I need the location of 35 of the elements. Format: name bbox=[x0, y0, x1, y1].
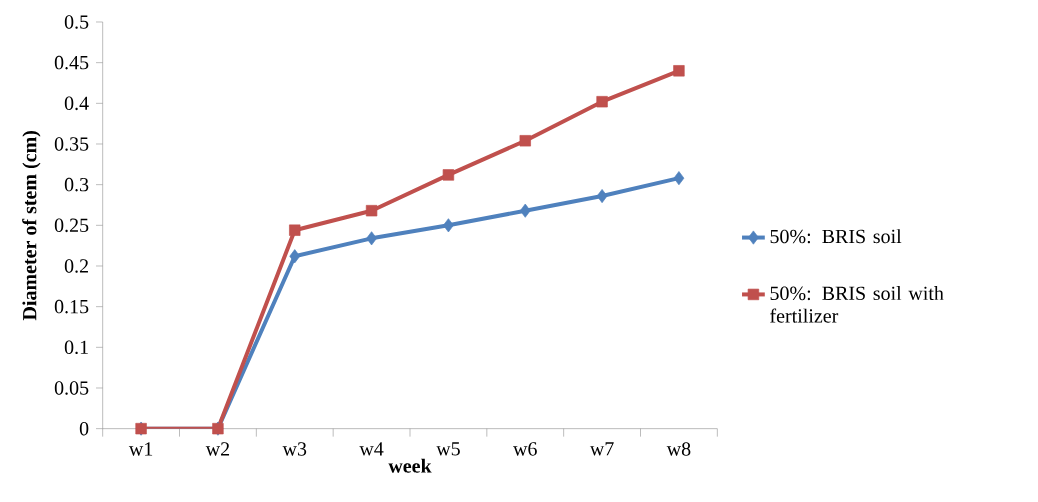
point bbox=[366, 231, 377, 246]
y-tick-label: 0.25 bbox=[54, 218, 89, 233]
y-tick-label: 0.2 bbox=[64, 259, 88, 273]
x-tick-label: w2 bbox=[205, 442, 230, 456]
y-tick-label: 0.45 bbox=[54, 55, 89, 70]
point bbox=[596, 96, 608, 108]
point bbox=[596, 189, 608, 204]
y-tick-label: 0.5 bbox=[64, 15, 89, 29]
y-tick-label: 0.35 bbox=[54, 137, 89, 151]
y-axis-title: Diameter of stem (cm) bbox=[22, 131, 41, 321]
x-tick-label: w4 bbox=[359, 442, 384, 456]
point bbox=[519, 135, 531, 147]
legend-label: 50%: BRIS soil bbox=[770, 229, 902, 244]
x-axis-title: week bbox=[388, 458, 432, 473]
point bbox=[289, 249, 301, 264]
x-tick-label: w6 bbox=[513, 442, 537, 456]
x-tick-label: w1 bbox=[128, 442, 153, 456]
y-tick-label: 0.4 bbox=[64, 96, 89, 111]
y-tick-label: 0.15 bbox=[54, 299, 89, 314]
point bbox=[673, 171, 685, 186]
y-tick-label: 0.1 bbox=[64, 340, 88, 355]
x-tick-label: w7 bbox=[589, 442, 614, 456]
x-tick-label: w3 bbox=[282, 442, 307, 456]
y-tick-label: 0.3 bbox=[64, 177, 89, 192]
x-tick-label: w5 bbox=[436, 442, 460, 456]
point bbox=[673, 65, 685, 77]
legend-label: 50%: BRIS soil with fertilizer bbox=[770, 286, 944, 323]
x-tick-label: w8 bbox=[666, 442, 691, 456]
point bbox=[442, 169, 455, 181]
point bbox=[443, 218, 454, 233]
point bbox=[519, 203, 531, 218]
point bbox=[289, 224, 301, 236]
y-tick-label: 0.05 bbox=[54, 381, 89, 395]
y-tick-label: 0 bbox=[79, 421, 89, 436]
point bbox=[365, 205, 378, 217]
